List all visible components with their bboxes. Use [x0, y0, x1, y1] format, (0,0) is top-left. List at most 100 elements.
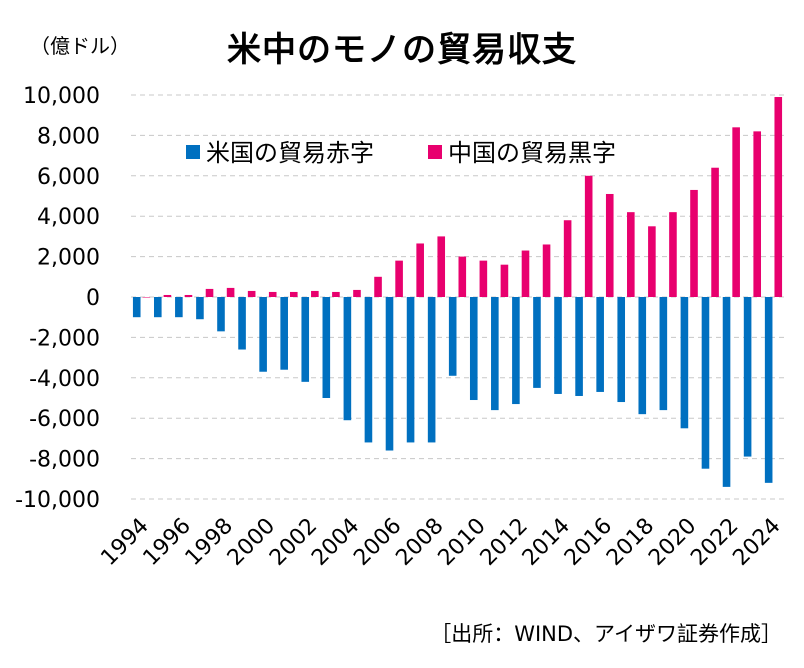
bar-china-surplus	[226, 287, 235, 297]
bars	[132, 97, 783, 487]
bar-china-surplus	[711, 167, 719, 297]
x-tick-label: 2002	[265, 514, 322, 571]
source-note: ［出所：WIND、アイザワ証券作成］	[430, 622, 782, 646]
bar-us-deficit	[132, 297, 141, 318]
bar-china-surplus	[584, 175, 593, 297]
x-tick-label: 2008	[391, 514, 448, 571]
bar-us-deficit	[448, 297, 457, 376]
bar-us-deficit	[343, 297, 352, 421]
bar-us-deficit	[364, 297, 373, 443]
bar-china-surplus	[205, 288, 214, 297]
y-tick-label: 0	[86, 286, 100, 311]
x-tick-label: 1996	[139, 514, 196, 571]
x-tick-label: 1998	[181, 514, 238, 571]
x-tick-label: 2018	[602, 514, 659, 571]
bar-us-deficit	[722, 297, 731, 487]
legend-swatch-us-deficit	[186, 145, 200, 159]
bar-us-deficit	[406, 297, 415, 443]
bar-us-deficit	[153, 297, 162, 318]
bar-us-deficit	[175, 297, 183, 318]
bar-us-deficit	[491, 297, 499, 411]
bar-china-surplus	[605, 193, 614, 297]
x-tick-label: 2004	[307, 514, 364, 571]
x-tick-label: 2010	[434, 514, 491, 571]
x-tick-label: 2020	[644, 514, 701, 571]
chart-title: 米中のモノの貿易収支	[227, 30, 577, 70]
bar-us-deficit	[743, 297, 752, 457]
bar-us-deficit	[701, 297, 710, 469]
x-tick-label: 2000	[223, 514, 280, 571]
bar-china-surplus	[732, 127, 740, 297]
bar-china-surplus	[542, 244, 551, 297]
bar-china-surplus	[416, 243, 424, 297]
legend-label-china-surplus: 中国の貿易黒字	[448, 139, 616, 167]
bar-china-surplus	[395, 260, 403, 297]
bar-us-deficit	[301, 297, 310, 382]
bar-china-surplus	[458, 256, 467, 297]
bar-china-surplus	[774, 97, 783, 298]
y-tick-label: -6,000	[29, 407, 100, 432]
bar-us-deficit	[196, 297, 204, 320]
y-tick-label: -10,000	[15, 488, 100, 513]
bar-china-surplus	[479, 260, 488, 297]
bar-china-surplus	[332, 291, 340, 297]
bar-china-surplus	[289, 291, 298, 297]
bar-china-surplus	[142, 297, 151, 298]
bar-china-surplus	[563, 220, 572, 297]
x-tick-label: 1994	[96, 514, 153, 571]
y-tick-label: 10,000	[23, 84, 100, 109]
bar-us-deficit	[680, 297, 689, 429]
bar-us-deficit	[427, 297, 436, 443]
bar-us-deficit	[533, 297, 541, 388]
bar-china-surplus	[500, 264, 509, 297]
x-tick-label: 2022	[686, 514, 743, 571]
bar-us-deficit	[617, 297, 626, 403]
x-axis-tick-labels: 1994199619982000200220042006200820102012…	[96, 514, 785, 571]
y-tick-label: -8,000	[29, 448, 100, 473]
x-tick-label: 2024	[728, 514, 785, 571]
y-tick-label: 2,000	[37, 246, 100, 271]
x-tick-label: 2006	[349, 514, 406, 571]
y-tick-label: 4,000	[37, 205, 100, 230]
bar-us-deficit	[596, 297, 604, 392]
bar-us-deficit	[280, 297, 288, 370]
bar-us-deficit	[217, 297, 225, 332]
legend-swatch-china-surplus	[428, 145, 442, 159]
bar-china-surplus	[437, 236, 446, 297]
bar-us-deficit	[469, 297, 478, 401]
bar-us-deficit	[322, 297, 331, 398]
x-tick-label: 2014	[518, 514, 575, 571]
bar-china-surplus	[184, 294, 193, 297]
bar-us-deficit	[259, 297, 267, 372]
bar-us-deficit	[659, 297, 668, 411]
bar-us-deficit	[385, 297, 394, 451]
bar-china-surplus	[353, 289, 361, 297]
bar-china-surplus	[627, 212, 635, 297]
x-tick-label: 2012	[476, 514, 533, 571]
bar-china-surplus	[753, 131, 762, 297]
bar-us-deficit	[638, 297, 647, 415]
bar-china-surplus	[521, 250, 530, 297]
y-tick-label: 8,000	[37, 124, 100, 149]
bar-us-deficit	[238, 297, 246, 350]
bar-us-deficit	[575, 297, 583, 396]
bar-china-surplus	[163, 294, 172, 297]
bar-china-surplus	[690, 189, 698, 297]
bar-china-surplus	[374, 276, 382, 297]
y-tick-label: 6,000	[37, 165, 100, 190]
y-tick-label: -4,000	[29, 367, 100, 392]
bar-us-deficit	[512, 297, 520, 405]
y-tick-label: -2,000	[29, 326, 100, 351]
y-axis-unit-label: （億ドル）	[30, 34, 130, 58]
bar-china-surplus	[669, 212, 677, 297]
bar-china-surplus	[311, 290, 319, 297]
bar-us-deficit	[554, 297, 562, 394]
legend-label-us-deficit: 米国の貿易赤字	[206, 139, 374, 167]
bar-china-surplus	[247, 290, 256, 297]
bar-us-deficit	[764, 297, 773, 483]
bar-china-surplus	[648, 226, 656, 297]
y-axis-tick-labels: 10,000 8,000 6,000 4,000 2,000 0 -2,000 -4,000 -…	[15, 84, 100, 513]
bar-china-surplus	[268, 291, 277, 297]
x-tick-label: 2016	[560, 514, 617, 571]
